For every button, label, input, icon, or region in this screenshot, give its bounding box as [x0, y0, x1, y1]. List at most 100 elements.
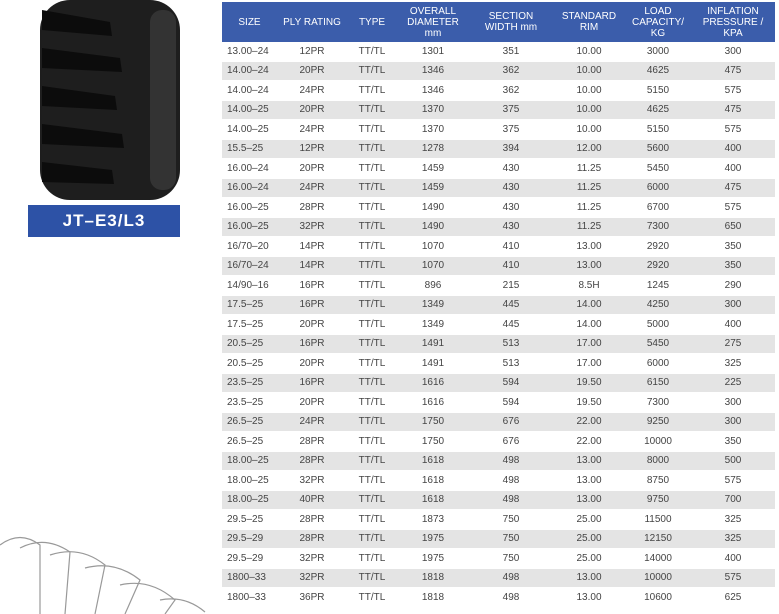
- table-cell: TT/TL: [347, 236, 397, 257]
- table-cell: 1800–33: [222, 587, 277, 608]
- table-cell: 23.5–25: [222, 373, 277, 393]
- table-cell: 215: [469, 275, 553, 296]
- column-header: OVERALL DIAMETER mm: [397, 2, 469, 42]
- table-row: 14/90–16 16PR TT/TL 896 215 8.5H 1245 290: [222, 275, 775, 296]
- table-cell: TT/TL: [347, 373, 397, 393]
- table-cell: 25.00: [553, 509, 625, 530]
- table-cell: 225: [691, 373, 775, 393]
- table-cell: 17.00: [553, 353, 625, 374]
- table-cell: 350: [691, 236, 775, 257]
- table-cell: 20.5–25: [222, 334, 277, 354]
- table-cell: 375: [469, 119, 553, 140]
- table-cell: 300: [691, 295, 775, 315]
- table-cell: 22.00: [553, 431, 625, 452]
- table-cell: 575: [691, 470, 775, 491]
- table-cell: 23.5–25: [222, 392, 277, 413]
- table-cell: 12PR: [277, 42, 347, 62]
- table-row: 18.00–25 28PR TT/TL 1618 498 13.00 8000 500: [222, 451, 775, 471]
- table-cell: 350: [691, 256, 775, 276]
- table-cell: 400: [691, 139, 775, 159]
- table-cell: 10.00: [553, 42, 625, 62]
- table-cell: TT/TL: [347, 490, 397, 510]
- table-cell: 1800–33: [222, 568, 277, 588]
- table-cell: 5600: [625, 139, 691, 159]
- table-cell: 410: [469, 256, 553, 276]
- table-cell: 13.00: [553, 470, 625, 491]
- table-row: 26.5–25 28PR TT/TL 1750 676 22.00 10000 350: [222, 431, 775, 452]
- table-cell: 10600: [625, 587, 691, 608]
- table-cell: 28PR: [277, 431, 347, 452]
- column-header: SECTION WIDTH mm: [469, 2, 553, 42]
- table-cell: 29.5–25: [222, 509, 277, 530]
- table-cell: 16PR: [277, 275, 347, 296]
- table-cell: TT/TL: [347, 275, 397, 296]
- table-cell: 362: [469, 80, 553, 101]
- column-header: INFLATION PRESSURE / KPA: [691, 2, 775, 42]
- table-cell: 1349: [397, 314, 469, 335]
- table-cell: 1349: [397, 295, 469, 315]
- table-cell: 445: [469, 314, 553, 335]
- table-cell: 13.00: [553, 568, 625, 588]
- table-cell: 14.00: [553, 295, 625, 315]
- table-cell: 6000: [625, 178, 691, 198]
- table-row: 15.5–25 12PR TT/TL 1278 394 12.00 5600 400: [222, 139, 775, 159]
- table-cell: TT/TL: [347, 392, 397, 413]
- table-cell: 9750: [625, 490, 691, 510]
- table-cell: 18.00–25: [222, 470, 277, 491]
- table-cell: 575: [691, 568, 775, 588]
- column-header: SIZE: [222, 2, 277, 42]
- table-cell: 1491: [397, 353, 469, 374]
- table-cell: 5150: [625, 80, 691, 101]
- table-cell: 12150: [625, 529, 691, 549]
- column-header: STANDARD RIM: [553, 2, 625, 42]
- table-cell: 375: [469, 100, 553, 120]
- product-label: JT–E3/L3: [28, 205, 180, 237]
- table-cell: 29.5–29: [222, 529, 277, 549]
- table-cell: 1370: [397, 100, 469, 120]
- table-cell: 5000: [625, 314, 691, 335]
- column-header: LOAD CAPACITY/ KG: [625, 2, 691, 42]
- table-cell: 36PR: [277, 587, 347, 608]
- table-cell: 19.50: [553, 392, 625, 413]
- table-cell: 18.00–25: [222, 490, 277, 510]
- table-cell: 400: [691, 158, 775, 179]
- table-cell: 29.5–29: [222, 548, 277, 569]
- table-cell: 16PR: [277, 373, 347, 393]
- table-row: 14.00–24 24PR TT/TL 1346 362 10.00 5150 575: [222, 80, 775, 101]
- table-cell: 20PR: [277, 353, 347, 374]
- table-cell: 8.5H: [553, 275, 625, 296]
- table-cell: 325: [691, 509, 775, 530]
- table-cell: 1301: [397, 42, 469, 62]
- table-cell: 1618: [397, 470, 469, 491]
- table-cell: 1750: [397, 431, 469, 452]
- table-cell: 400: [691, 548, 775, 569]
- table-cell: 351: [469, 42, 553, 62]
- table-body: 13.00–24 12PR TT/TL 1301 351 10.00 3000 300 14.0…: [222, 42, 775, 608]
- table-cell: 8750: [625, 470, 691, 491]
- table-cell: 28PR: [277, 451, 347, 471]
- table-row: 17.5–25 20PR TT/TL 1349 445 14.00 5000 400: [222, 314, 775, 335]
- table-cell: 14.00–24: [222, 61, 277, 81]
- table-cell: 32PR: [277, 548, 347, 569]
- table-cell: TT/TL: [347, 158, 397, 179]
- table-cell: 16.00–24: [222, 178, 277, 198]
- table-row: 16.00–24 24PR TT/TL 1459 430 11.25 6000 475: [222, 178, 775, 198]
- table-cell: 4625: [625, 61, 691, 81]
- table-row: 14.00–24 20PR TT/TL 1346 362 10.00 4625 475: [222, 61, 775, 81]
- spec-table: SIZE PLY RATING TYPE OVERALL DIAMETER mm SEC…: [222, 2, 775, 608]
- table-cell: 475: [691, 178, 775, 198]
- table-cell: TT/TL: [347, 529, 397, 549]
- table-cell: 1818: [397, 568, 469, 588]
- table-cell: 5150: [625, 119, 691, 140]
- table-cell: 1459: [397, 178, 469, 198]
- table-cell: 2920: [625, 236, 691, 257]
- tire-art: [0, 0, 206, 614]
- table-cell: 750: [469, 548, 553, 569]
- table-cell: 513: [469, 334, 553, 354]
- table-cell: 350: [691, 431, 775, 452]
- table-cell: 2920: [625, 256, 691, 276]
- table-cell: 325: [691, 353, 775, 374]
- table-row: 17.5–25 16PR TT/TL 1349 445 14.00 4250 300: [222, 295, 775, 315]
- table-cell: 14.00: [553, 314, 625, 335]
